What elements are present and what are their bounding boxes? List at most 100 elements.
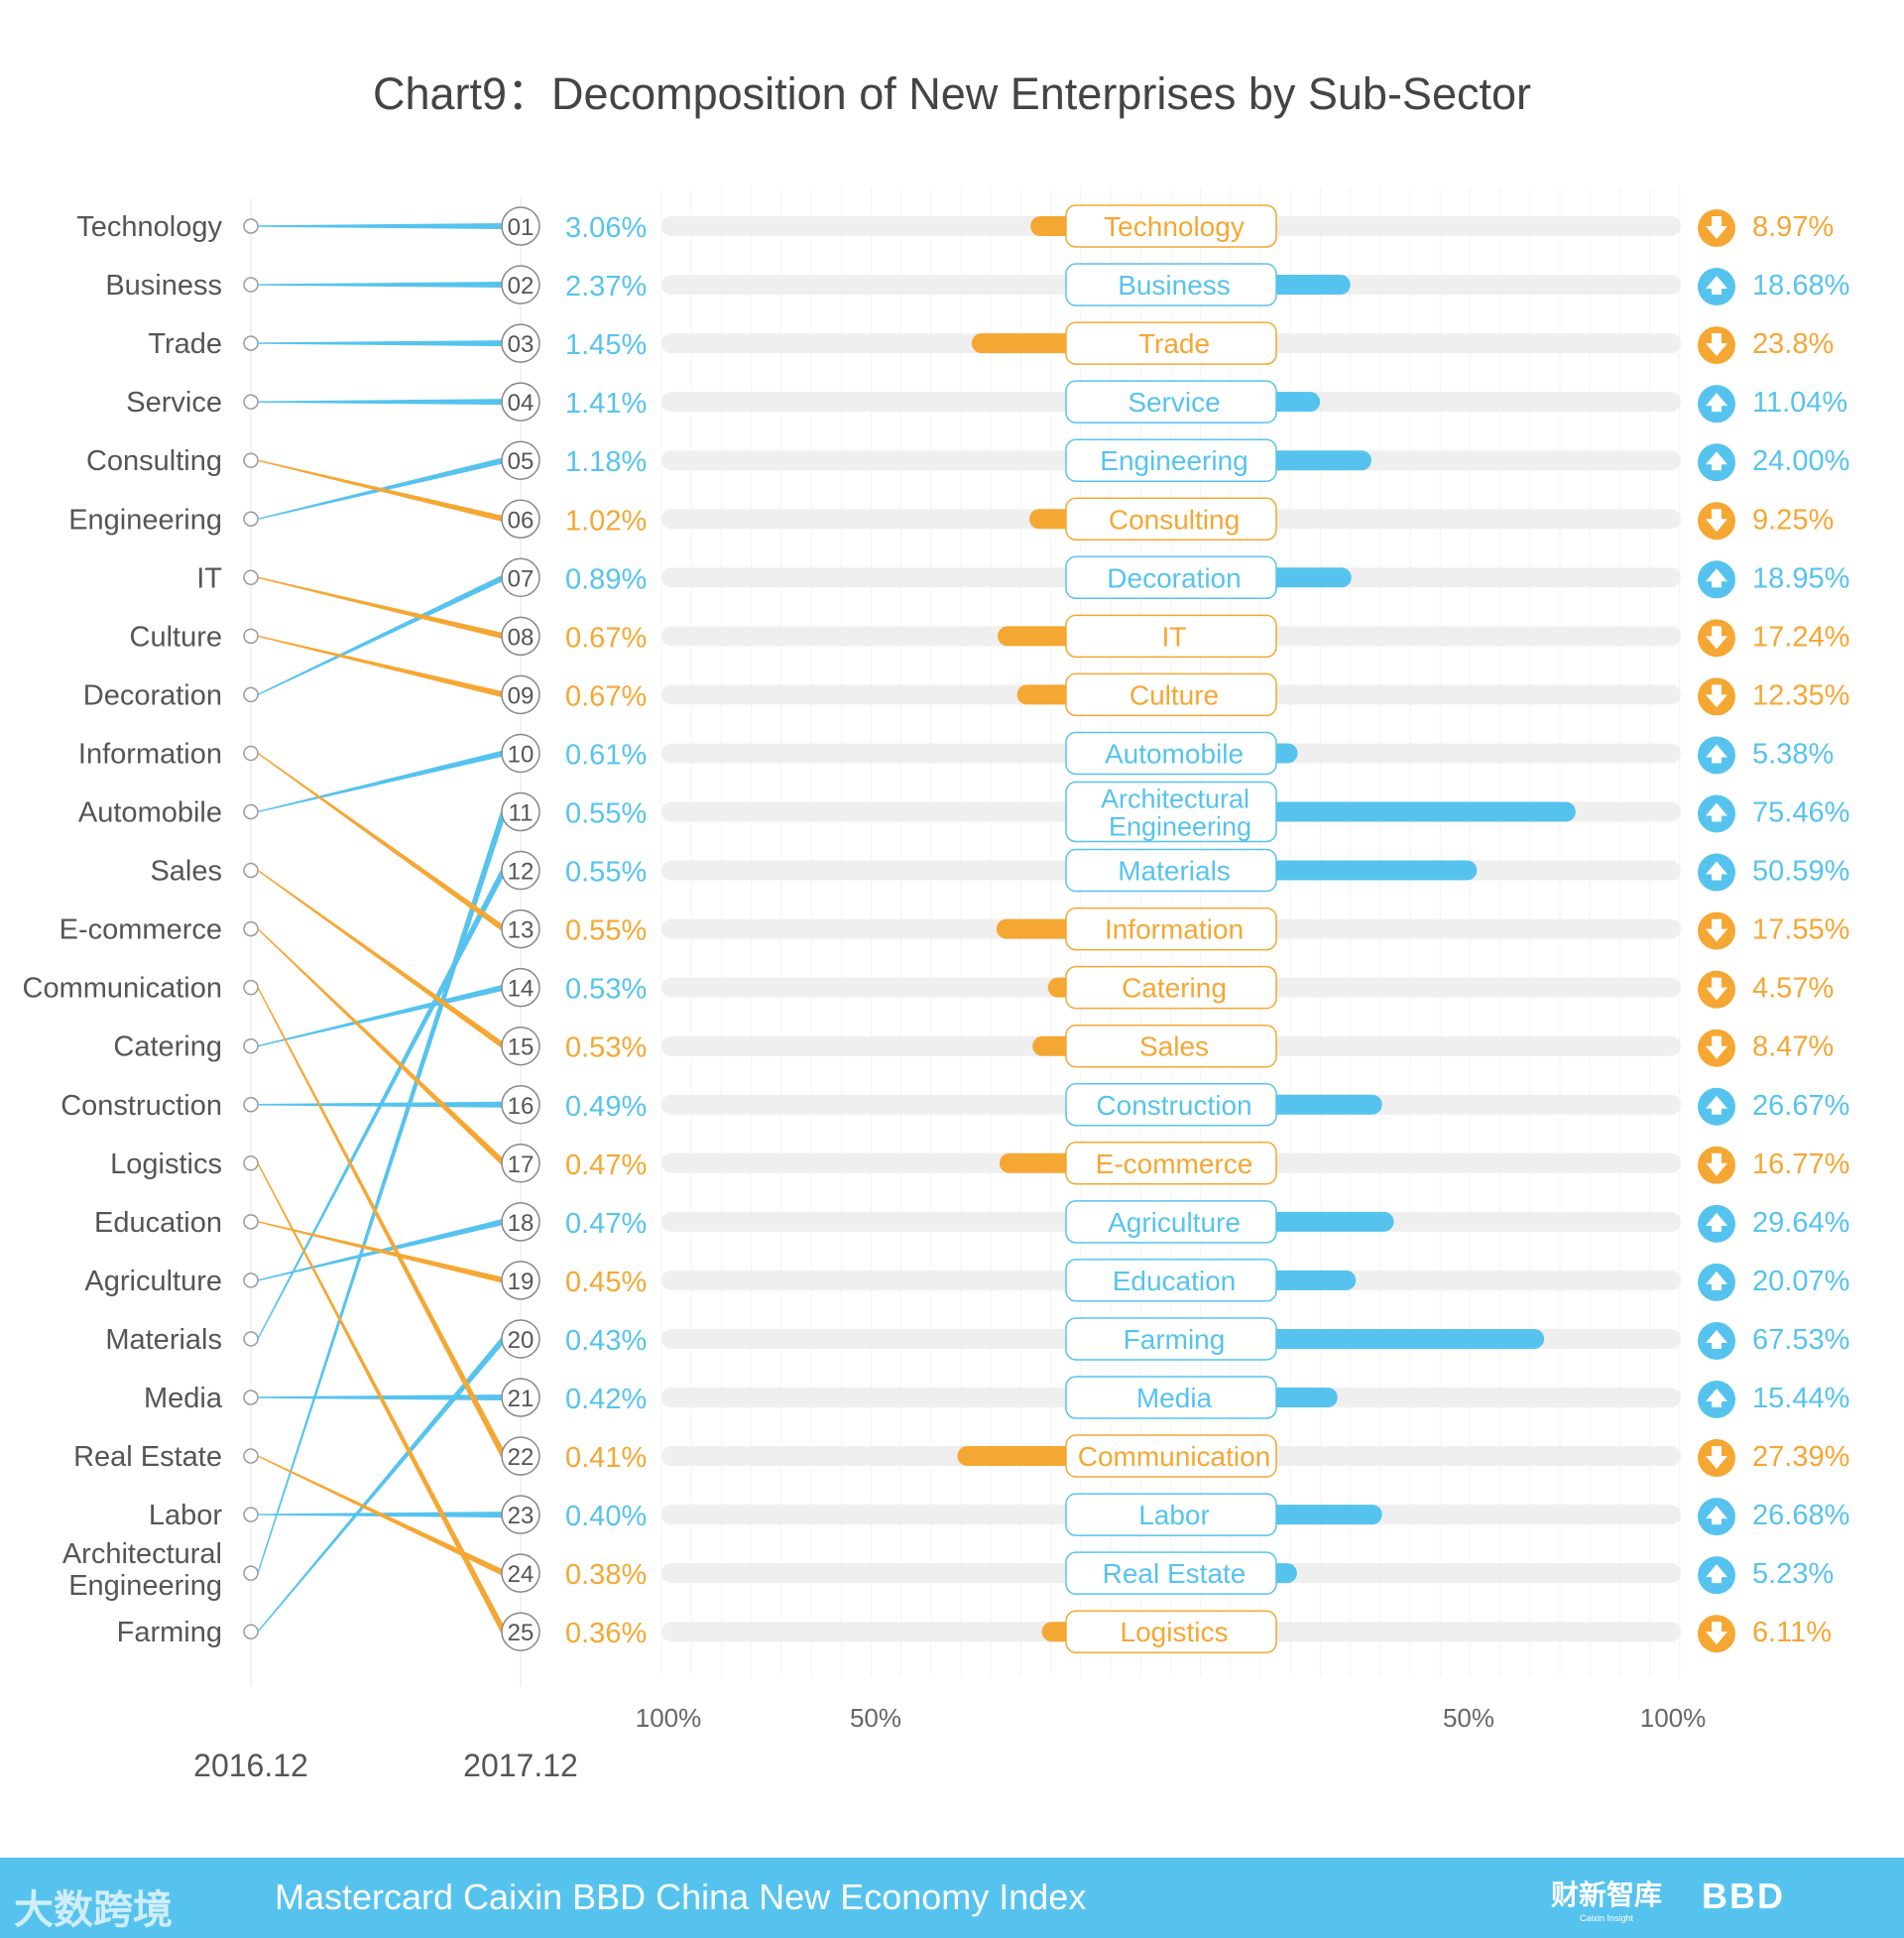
share-value: 0.47% [565, 1208, 647, 1240]
change-value: 29.64% [1752, 1207, 1849, 1239]
growth-bar [1259, 1328, 1545, 1349]
marker-2016 [243, 628, 259, 645]
rank-number: 16 [508, 1093, 535, 1120]
slope-line [258, 282, 504, 289]
arrow-down-icon [1698, 1029, 1735, 1067]
label-2016: Culture [130, 621, 223, 653]
marker-2016 [243, 1565, 259, 1581]
bbd-logo: BBD [1702, 1876, 1785, 1916]
share-value: 0.41% [565, 1442, 647, 1474]
rank-number: 03 [508, 331, 535, 358]
label-2016: Information [78, 738, 222, 770]
sector-box [1065, 1024, 1277, 1068]
marker-2016 [243, 1214, 259, 1230]
share-value: 0.53% [565, 1032, 647, 1064]
period-label-2016: 2016.12 [193, 1748, 308, 1783]
sector-label: Real Estate [1103, 1558, 1247, 1589]
arrow-down-icon [1698, 911, 1735, 950]
slope-line [257, 987, 507, 1458]
sector-box [1065, 781, 1277, 843]
slope-line [257, 869, 506, 1049]
sector-label: Business [1118, 270, 1231, 301]
arrow-down-icon [1698, 1146, 1735, 1184]
rank-number: 11 [509, 800, 534, 827]
growth-bar [1259, 567, 1352, 588]
sector-box [1065, 555, 1277, 600]
share-value: 0.42% [565, 1384, 647, 1415]
share-value: 2.37% [565, 271, 647, 303]
label-2016: Business [105, 270, 222, 302]
arrow-down-icon [1698, 619, 1735, 658]
chart-title: Chart9：Decomposition of New Enterprises … [372, 68, 1531, 119]
rank-circle [501, 206, 540, 246]
rank-circle [501, 557, 540, 598]
sector-box [1065, 907, 1277, 951]
rank-number: 01 [508, 214, 535, 241]
change-value: 67.53% [1752, 1324, 1849, 1356]
growth-bar [1259, 1211, 1394, 1232]
rank-number: 02 [508, 273, 535, 300]
growth-bar [1259, 1094, 1382, 1115]
label-2016: IT [196, 562, 222, 594]
label-2016: Automobile [78, 797, 222, 829]
arrow-down-icon [1698, 970, 1735, 1009]
label-2016: Logistics [110, 1149, 222, 1180]
slope-line [257, 635, 505, 698]
share-value: 0.55% [565, 915, 647, 947]
share-value: 0.47% [565, 1150, 647, 1181]
label-2016: Materials [105, 1324, 222, 1356]
sector-label: Sales [1139, 1031, 1209, 1062]
change-value: 23.8% [1752, 328, 1834, 360]
arrow-up-icon [1698, 443, 1735, 482]
rank-circle [501, 616, 540, 657]
rank-number: 20 [508, 1327, 535, 1354]
slope-line [257, 1337, 507, 1633]
marker-2016 [243, 569, 259, 586]
sector-label: Construction [1096, 1090, 1251, 1121]
marker-2016 [243, 1037, 259, 1054]
sector-label: Trade [1138, 328, 1210, 359]
share-value: 3.06% [565, 212, 647, 244]
sector-box [1065, 204, 1277, 248]
label-2016: Catering [113, 1031, 222, 1063]
sector-box [1065, 380, 1277, 424]
sector-box [1065, 1317, 1277, 1361]
slope-line [257, 1455, 506, 1576]
change-value: 27.39% [1752, 1441, 1849, 1473]
change-value: 18.68% [1752, 270, 1849, 302]
sector-label: Consulting [1109, 504, 1240, 535]
label-2016: Construction [60, 1090, 222, 1122]
growth-bar [1259, 801, 1576, 822]
marker-2016 [243, 452, 259, 468]
rank-number: 14 [508, 976, 535, 1003]
rank-number: 19 [508, 1269, 535, 1295]
change-value: 15.44% [1752, 1383, 1849, 1414]
rank-circle [501, 1261, 540, 1300]
arrow-down-icon [1698, 1615, 1735, 1653]
label-2016: Agriculture [84, 1266, 222, 1297]
rank-circle [501, 1085, 540, 1125]
arrow-up-icon [1698, 1204, 1735, 1243]
change-value: 26.68% [1752, 1500, 1849, 1531]
axis-tick-label: 50% [1443, 1703, 1494, 1733]
sector-label: Media [1136, 1383, 1213, 1413]
rank-circle [501, 850, 540, 891]
marker-2016 [243, 1155, 259, 1171]
change-value: 17.55% [1752, 914, 1849, 946]
slope-line [257, 752, 506, 932]
sector-label: Automobile [1105, 738, 1244, 769]
sector-label: Education [1113, 1266, 1237, 1296]
sector-label: Culture [1130, 679, 1219, 710]
slope-line [257, 576, 505, 640]
share-value: 1.18% [565, 446, 647, 478]
sector-label: Decoration [1107, 562, 1241, 593]
share-value: 0.36% [565, 1618, 647, 1649]
label-2016: Media [144, 1383, 223, 1414]
sector-label: Service [1128, 387, 1220, 418]
sector-label: E-commerce [1096, 1149, 1253, 1179]
decline-bar [998, 626, 1086, 647]
sector-label: Materials [1118, 856, 1231, 887]
arrow-down-icon [1698, 677, 1735, 716]
share-value: 0.43% [565, 1325, 647, 1357]
marker-2016 [243, 1390, 259, 1405]
